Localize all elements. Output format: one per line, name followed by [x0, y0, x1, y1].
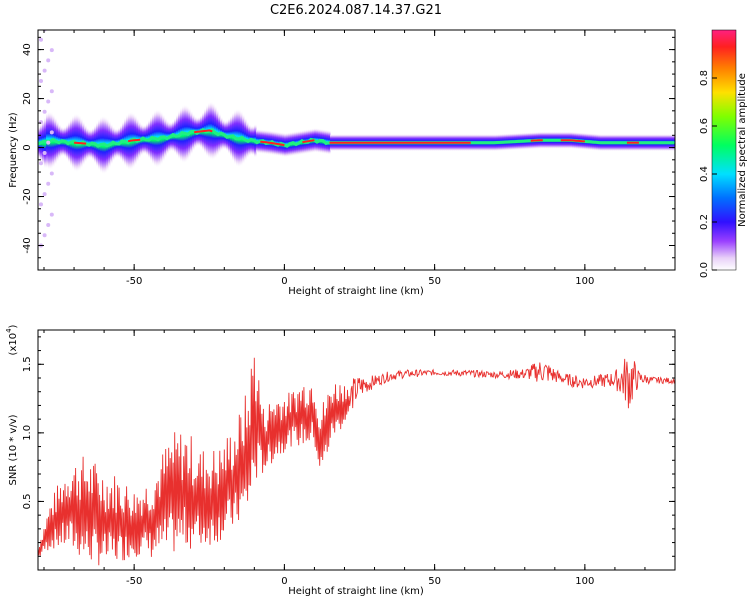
- heatmap-speck: [46, 222, 51, 227]
- heatmap-speck: [49, 171, 54, 176]
- heatmap-hot-segment: [74, 141, 87, 145]
- colorbar-label: Normalized spectral amplitude: [737, 73, 748, 227]
- heatmap-x-tick-label: -50: [126, 276, 142, 287]
- heatmap-speck: [42, 233, 47, 238]
- colorbar-tick-label: 0.8: [699, 70, 710, 86]
- heatmap-speck: [42, 150, 47, 155]
- snr-y-tick-label: 0.5: [22, 493, 33, 509]
- snr-line-layer: [38, 357, 675, 566]
- heatmap-speck: [46, 58, 51, 63]
- heatmap-speck: [49, 89, 54, 94]
- heatmap-speck: [42, 68, 47, 73]
- heatmap-layer: [38, 30, 675, 248]
- snr-x-ticks: -50 0 50 100: [43, 330, 676, 587]
- heatmap-speck: [46, 99, 51, 104]
- snr-y-tick-label: 1.0: [22, 425, 33, 441]
- heatmap-hot-segment: [194, 129, 213, 134]
- heatmap-frame: [37, 29, 676, 271]
- heatmap-x-axis-label: Height of straight line (km): [288, 286, 424, 297]
- heatmap-hot-segment: [260, 140, 285, 147]
- heatmap-hot-segment: [127, 138, 141, 143]
- heatmap-speck: [49, 212, 54, 217]
- snr-x-axis-label: Height of straight line (km): [288, 586, 424, 597]
- heatmap-speck: [42, 192, 47, 197]
- snr-x-tick-label: -50: [126, 576, 142, 587]
- heatmap-y-tick-label: -20: [22, 188, 33, 204]
- snr-scale-note: (x104): [5, 324, 19, 355]
- heatmap-speck: [39, 37, 44, 42]
- heatmap-hot-segment: [560, 139, 585, 143]
- heatmap-speck: [49, 130, 54, 135]
- heatmap-hot-segment: [530, 139, 543, 142]
- heatmap-x-tick-label: 50: [428, 276, 441, 287]
- colorbar-tick-label: 0.6: [699, 118, 710, 134]
- heatmap-speck: [42, 109, 47, 114]
- heatmap-y-tick-label: 20: [22, 92, 33, 105]
- snr-x-tick-label: 50: [428, 576, 441, 587]
- heatmap-speck: [39, 161, 44, 166]
- snr-frame: [37, 329, 676, 571]
- heatmap-x-tick-label: 100: [575, 276, 594, 287]
- chart-title: C2E6.2024.087.14.37.G21: [270, 3, 442, 18]
- snr-panel: -50 0 50 100 0.5 1.0 1.5 Height of straight l…: [5, 324, 676, 597]
- heatmap-speck: [46, 140, 51, 145]
- heatmap-y-tick-label: 0: [22, 144, 33, 150]
- heatmap-y-tick-label: 40: [22, 43, 33, 56]
- heatmap-speck: [39, 202, 44, 207]
- colorbar: 0.0 0.2 0.4 0.6 0.8 Normalized spectral ampl…: [699, 29, 748, 278]
- colorbar-tick-label: 0.2: [699, 214, 710, 230]
- snr-series-line: [38, 357, 675, 566]
- colorbar-gradient: [711, 29, 737, 271]
- snr-y-tick-label: 1.5: [22, 356, 33, 372]
- heatmap-y-axis-label: Frequency (Hz): [8, 112, 19, 188]
- heatmap-hot-segment: [302, 139, 315, 144]
- colorbar-ticks: 0.0 0.2 0.4 0.6 0.8: [699, 70, 717, 278]
- snr-x-tick-label: 100: [575, 576, 594, 587]
- heatmap-speck: [46, 181, 51, 186]
- heatmap-x-tick-label: 0: [281, 276, 287, 287]
- snr-y-axis-label: SNR (10 * v/v): [8, 414, 19, 485]
- snr-x-tick-label: 0: [281, 576, 287, 587]
- heatmap-panel: -50 0 50 100 40 20 0 -20 -40 Height of straight…: [8, 29, 676, 297]
- heatmap-speck: [49, 48, 54, 53]
- heatmap-x-ticks: -50 0 50 100: [43, 30, 676, 287]
- colorbar-tick-label: 0.0: [699, 262, 710, 278]
- svg-text:(x104): (x104): [5, 324, 19, 355]
- snr-y-ticks: 0.5 1.0 1.5: [22, 336, 675, 557]
- heatmap-y-tick-label: -40: [22, 237, 33, 253]
- colorbar-tick-label: 0.4: [699, 166, 710, 182]
- heatmap-speck: [39, 78, 44, 83]
- heatmap-y-ticks: 40 20 0 -20 -40: [22, 36, 675, 271]
